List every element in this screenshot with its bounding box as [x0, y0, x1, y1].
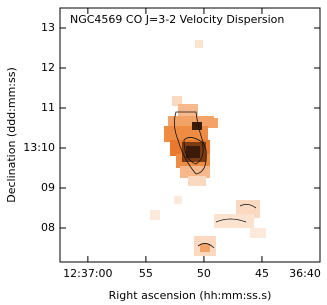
map-pixel [180, 166, 210, 178]
map-pixel [174, 196, 182, 204]
x-tick-label: 45 [255, 267, 269, 280]
map-pixel [250, 228, 266, 238]
map-pixel [208, 118, 218, 128]
map-pixel [172, 96, 182, 106]
x-tick-label: 55 [139, 267, 153, 280]
contour [197, 243, 215, 249]
contour [174, 111, 207, 175]
map-pixel [178, 104, 198, 118]
y-tick-label: 13 [41, 21, 55, 34]
map-pixel [188, 176, 206, 186]
contour [215, 218, 247, 223]
x-tick-label: 36:40 [289, 267, 321, 280]
x-tick-label: 12:37:00 [63, 267, 112, 280]
plot-frame [59, 7, 321, 263]
map-pixel [186, 146, 200, 158]
map-pixel [192, 122, 202, 130]
y-tick-label: 13:10 [23, 141, 55, 154]
y-tick-label: 11 [41, 101, 55, 114]
x-axis-label: Right ascension (hh:mm:ss.s) [109, 289, 272, 302]
chart-title: NGC4569 CO J=3-2 Velocity Dispersion [70, 13, 284, 26]
map-pixel [214, 214, 254, 228]
contour [183, 137, 204, 165]
y-tick-label: 12 [41, 61, 55, 74]
contour [239, 204, 257, 209]
map-pixel [236, 200, 260, 218]
y-tick-label: 08 [41, 221, 55, 234]
y-tick-label: 09 [41, 181, 55, 194]
map-pixel [168, 116, 214, 128]
map-pixel [195, 40, 203, 48]
map-pixel [200, 244, 210, 252]
intensity-map [150, 40, 266, 256]
y-axis-label: Declination (ddd:mm:ss) [5, 67, 18, 203]
map-pixel [150, 210, 160, 220]
x-tick-label: 50 [197, 267, 211, 280]
